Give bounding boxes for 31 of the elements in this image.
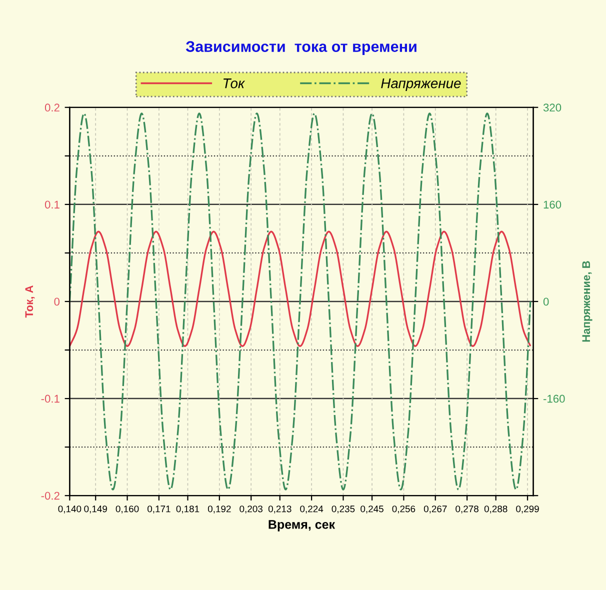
y-tick-label: 0.1 <box>44 200 60 209</box>
y2-tick-label: 320 <box>543 104 562 112</box>
y2-tick-label: -160 <box>543 394 565 403</box>
x-tick-label: 0,160 <box>116 506 139 514</box>
x-tick-label: 0,235 <box>332 506 355 514</box>
x-tick-label: 0,267 <box>424 506 447 514</box>
legend-label: Ток <box>224 78 246 88</box>
x-tick-label: 0,256 <box>392 506 416 514</box>
y2-tick-label: 0 <box>543 298 549 306</box>
y-tick-label: 0 <box>54 298 60 306</box>
x-tick-label: 0,192 <box>208 506 231 514</box>
x-tick-label: 0,299 <box>516 506 539 514</box>
x-tick-label: 0,245 <box>360 506 384 514</box>
x-axis-title: Время, сек <box>268 520 336 532</box>
x-tick-label: 0,140 <box>58 506 82 514</box>
x-tick-label: 0,181 <box>176 506 200 514</box>
x-tick-label: 0,213 <box>268 506 292 514</box>
chart-title: Зависимости тока от времени <box>186 41 416 55</box>
x-tick-label: 0,171 <box>148 506 170 514</box>
x-tick-label: 0,149 <box>84 506 107 514</box>
legend-label: Напряжение <box>381 78 461 91</box>
x-tick-label: 0,278 <box>456 506 478 514</box>
y-tick-label: -0.2 <box>41 492 60 500</box>
y2-tick-label: 160 <box>544 200 562 209</box>
x-tick-label: 0,224 <box>300 506 324 514</box>
y-axis-title: Ток, А <box>25 285 35 318</box>
x-tick-label: 0,203 <box>240 506 262 514</box>
y2-axis-title: Напряжение, В <box>582 261 592 342</box>
y-tick-label: -0.1 <box>41 394 60 403</box>
x-tick-label: 0,288 <box>484 506 508 514</box>
y-tick-label: 0.2 <box>44 104 60 112</box>
